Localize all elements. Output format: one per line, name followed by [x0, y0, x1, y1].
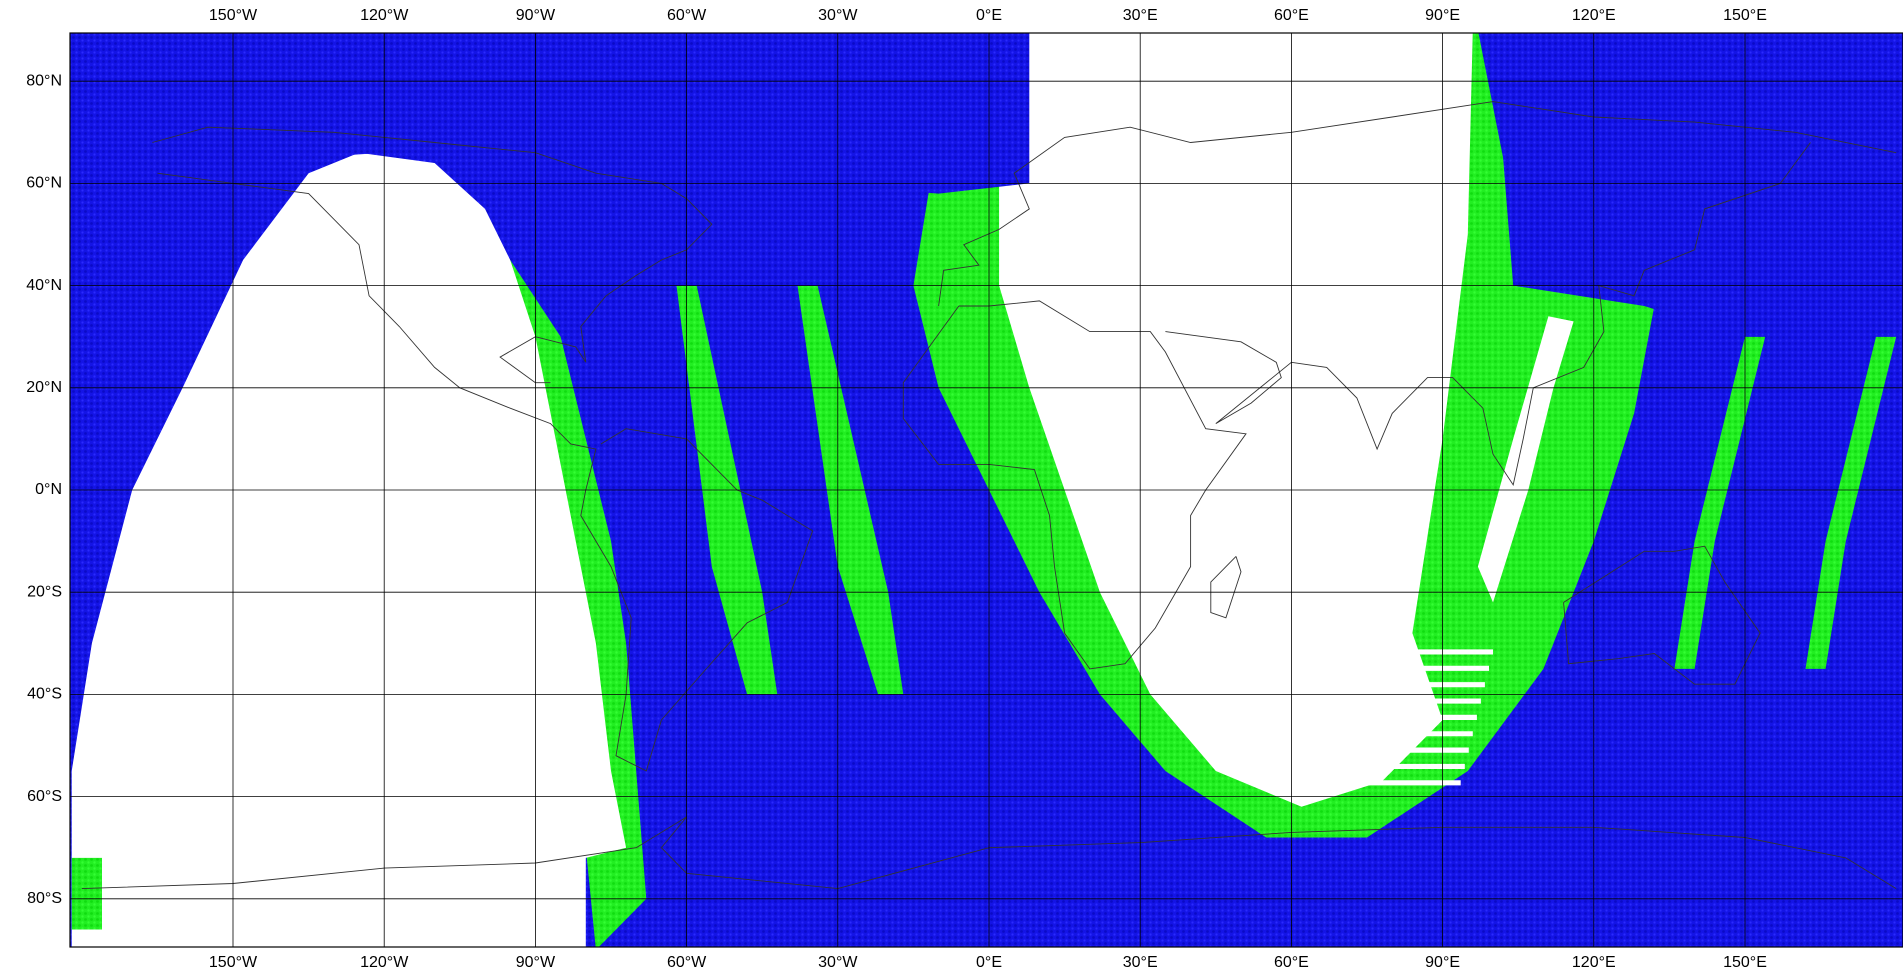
lon-tick-label: 90°E [1425, 7, 1460, 24]
lat-tick-label: 20°S [27, 583, 62, 600]
lon-tick-label: 60°E [1274, 954, 1309, 971]
lon-tick-label: 150°W [209, 954, 258, 971]
white-gap [1359, 763, 1465, 769]
lon-tick-label: 30°E [1123, 954, 1158, 971]
white-gap [1344, 665, 1489, 671]
green-stripe [71, 857, 102, 930]
white-gap [1349, 698, 1481, 704]
white-gap [1354, 731, 1473, 737]
blue-swath [1493, 33, 1903, 337]
white-gap [1351, 714, 1477, 720]
lon-tick-label: 150°E [1723, 954, 1767, 971]
blue-swath [646, 796, 1903, 947]
lat-tick-label: 60°N [26, 175, 62, 192]
coastline [1210, 556, 1242, 619]
lat-tick-label: 80°N [26, 72, 62, 89]
white-area [71, 152, 627, 947]
lon-tick-label: 120°W [360, 954, 409, 971]
lat-tick-label: 20°N [26, 379, 62, 396]
lat-tick-label: 60°S [27, 788, 62, 805]
lon-tick-label: 30°W [818, 7, 858, 24]
lat-tick-label: 40°N [26, 277, 62, 294]
lon-tick-label: 30°W [818, 954, 858, 971]
white-gap [1346, 682, 1485, 688]
lat-tick-label: 40°S [27, 686, 62, 703]
coastline [152, 126, 713, 384]
lon-tick-label: 60°E [1274, 7, 1309, 24]
lon-tick-label: 150°E [1723, 7, 1767, 24]
white-area [999, 33, 1473, 807]
coastline [1165, 142, 1811, 487]
white-gap [1362, 780, 1461, 786]
lat-tick-label: 0°N [35, 481, 62, 498]
coastline [902, 300, 1247, 670]
white-gap [1356, 747, 1469, 753]
blue-swath [71, 33, 1030, 194]
coastline [1563, 545, 1761, 685]
lon-tick-label: 0°E [976, 954, 1002, 971]
lon-tick-label: 0°E [976, 7, 1002, 24]
coastlines [81, 101, 1897, 890]
coastline [157, 172, 814, 772]
white-gap [1341, 649, 1493, 655]
lon-tick-label: 30°E [1123, 7, 1158, 24]
lon-tick-label: 120°E [1572, 954, 1616, 971]
green-stripe [1805, 336, 1897, 669]
lon-tick-label: 90°W [516, 7, 556, 24]
graticule [70, 33, 1903, 947]
lon-tick-label: 90°E [1425, 954, 1460, 971]
lon-tick-label: 120°W [360, 7, 409, 24]
green-stripe [1674, 336, 1766, 669]
coastline [938, 101, 1897, 307]
lon-tick-label: 90°W [516, 954, 556, 971]
map-frame [69, 32, 1903, 948]
lon-tick-label: 120°E [1572, 7, 1616, 24]
lon-tick-label: 60°W [667, 7, 707, 24]
lon-tick-label: 150°W [209, 7, 258, 24]
lat-tick-label: 80°S [27, 890, 62, 907]
lon-tick-label: 60°W [667, 954, 707, 971]
